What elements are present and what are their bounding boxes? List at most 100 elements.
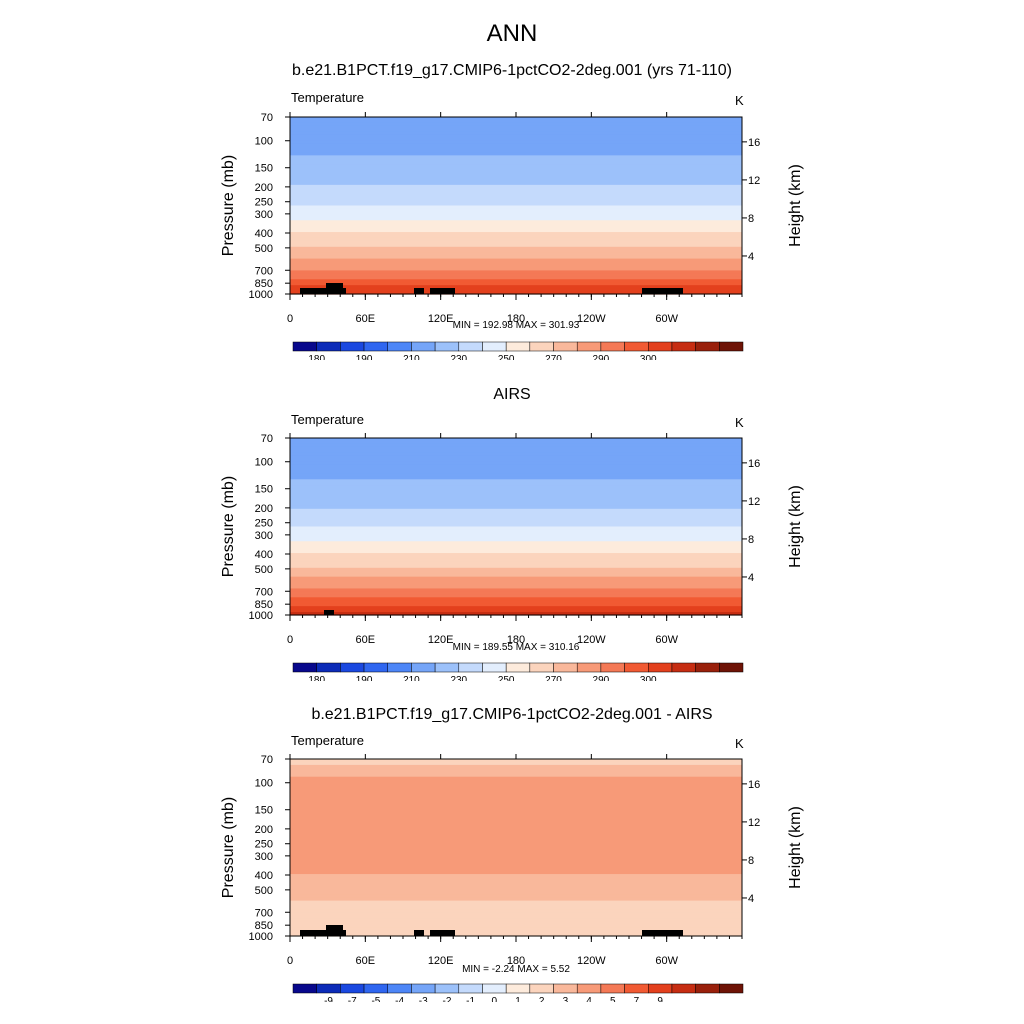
contour-band <box>290 538 742 542</box>
topography-mask <box>326 925 343 936</box>
y-tick-label: 400 <box>255 549 273 561</box>
colorbar-box <box>292 983 317 994</box>
contour-band <box>290 155 742 159</box>
contour-band <box>290 597 742 601</box>
contour-band <box>290 826 742 831</box>
contour-band <box>290 232 742 236</box>
x-tick-label: 180 <box>507 955 525 967</box>
y-tick-label: 100 <box>255 136 273 148</box>
colorbar-label: 250 <box>498 675 515 681</box>
units-label: K <box>735 415 744 430</box>
contour-band <box>290 140 742 145</box>
panel-difference: b.e21.B1PCT.f19_g17.CMIP6-1pctCO2-2deg.0… <box>0 642 1024 1002</box>
panel-model: b.e21.B1PCT.f19_g17.CMIP6-1pctCO2-2deg.0… <box>0 0 1024 360</box>
y-tick-label: 70 <box>261 433 273 445</box>
contour-band <box>290 258 742 263</box>
contour-band <box>290 773 742 778</box>
topography-mask <box>642 930 683 936</box>
y-axis-label: Pressure (mb) <box>220 476 237 577</box>
contour-band <box>290 273 742 277</box>
x-tick-label: 180 <box>507 313 525 325</box>
contour-band <box>290 511 742 516</box>
contour-band <box>290 812 742 816</box>
y-right-axis-label: Height (km) <box>787 806 804 889</box>
contour-band <box>290 161 742 165</box>
y-right-tick-label: 8 <box>748 534 754 546</box>
field-label: Temperature <box>291 90 364 105</box>
y-tick-label: 400 <box>255 870 273 882</box>
y-tick-label: 100 <box>255 778 273 790</box>
y-tick-label: 500 <box>255 885 273 897</box>
colorbar-label: 270 <box>545 675 562 681</box>
contour-band <box>290 187 742 192</box>
contour-band <box>290 603 742 607</box>
colorbar-label: -5 <box>371 996 380 1002</box>
y-right-tick-label: 4 <box>748 572 754 584</box>
contour-band <box>290 865 742 869</box>
colorbar-box <box>553 983 578 994</box>
contour-band <box>290 585 742 590</box>
contour-band <box>290 149 742 153</box>
contour-band <box>290 838 742 843</box>
contour-band <box>290 276 742 280</box>
contour-band <box>290 502 742 507</box>
contour-band <box>290 125 742 130</box>
contour-band <box>290 829 742 834</box>
contour-band <box>290 158 742 162</box>
contour-band <box>290 461 742 466</box>
contour-band <box>290 868 742 872</box>
x-tick-label: 0 <box>287 634 293 646</box>
topography-mask <box>300 288 346 294</box>
contour-band <box>290 556 742 560</box>
contour-band <box>290 517 742 522</box>
contour-band <box>290 131 742 136</box>
contour-band <box>290 823 742 828</box>
contour-band <box>290 146 742 151</box>
contour-band <box>290 879 742 884</box>
contour-band <box>290 184 742 189</box>
contour-band <box>290 134 742 139</box>
contour-band <box>290 874 742 878</box>
y-right-tick-label: 16 <box>748 137 760 149</box>
contour-band <box>290 246 742 251</box>
contour-band <box>290 797 742 801</box>
contour-band <box>290 193 742 198</box>
contour-band <box>290 759 742 763</box>
contour-band <box>290 249 742 254</box>
y-right-tick-label: 16 <box>748 779 760 791</box>
y-tick-label: 850 <box>255 920 273 932</box>
colorbar-label: 9 <box>657 996 663 1002</box>
colorbar-label: -9 <box>324 996 333 1002</box>
contour-band <box>290 806 742 810</box>
contour-band <box>290 779 742 784</box>
contour-band <box>290 835 742 840</box>
contour-band <box>290 167 742 171</box>
y-right-axis-label: Height (km) <box>787 485 804 568</box>
contour-band <box>290 894 742 899</box>
x-tick-label: 60W <box>655 955 678 967</box>
colorbar-box <box>411 983 436 994</box>
topography-mask <box>414 930 424 936</box>
x-tick-label: 0 <box>287 955 293 967</box>
contour-band <box>290 279 742 283</box>
colorbar-label: 180 <box>308 354 325 360</box>
y-tick-label: 1000 <box>249 610 273 622</box>
colorbar-box <box>363 983 388 994</box>
contour-band <box>290 497 742 501</box>
x-tick-label: 60W <box>655 313 678 325</box>
contour-band <box>290 859 742 863</box>
contour-band <box>290 921 742 925</box>
contour-band <box>290 473 742 477</box>
y-tick-label: 1000 <box>249 931 273 943</box>
colorbar-label: 5 <box>610 996 616 1002</box>
colorbar: 180 190 210 230 250 270 290 300 <box>292 341 744 360</box>
contour-band <box>290 588 742 592</box>
topography-mask <box>430 288 455 294</box>
y-tick-label: 250 <box>255 518 273 530</box>
contour-band <box>290 467 742 472</box>
x-tick-label: 60E <box>356 634 376 646</box>
colorbar-label: 1 <box>515 996 521 1002</box>
x-tick-label: 60W <box>655 634 678 646</box>
contour-band <box>290 594 742 598</box>
x-tick-label: 120W <box>577 634 606 646</box>
